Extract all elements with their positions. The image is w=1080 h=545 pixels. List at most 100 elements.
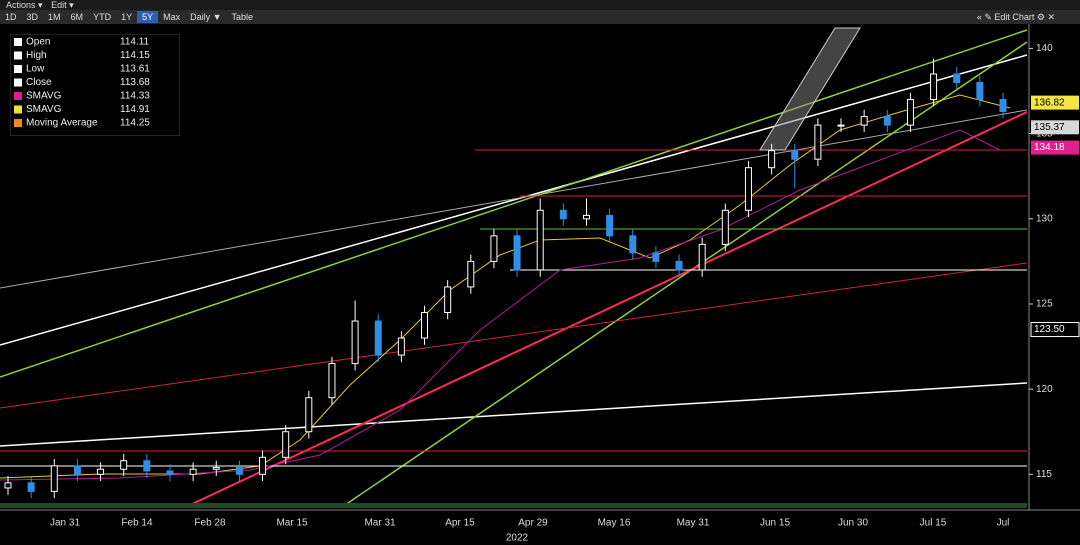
y-tick-label: 125	[1036, 299, 1053, 310]
candle-body	[305, 397, 313, 433]
x-tick-label: Feb 14	[121, 518, 153, 529]
trend-line	[0, 262, 1028, 409]
candle-body	[73, 465, 81, 475]
range-button[interactable]: YTD	[93, 12, 112, 22]
legend-swatch	[14, 78, 22, 87]
candle-body	[860, 116, 868, 126]
candle-body	[629, 235, 637, 254]
trend-line	[189, 111, 1028, 506]
edit-chart[interactable]: « ✎ Edit Chart ⚙ ✕	[976, 11, 1055, 22]
legend-name: Moving Average	[26, 118, 98, 129]
candle-body	[50, 465, 58, 492]
candle-body	[4, 482, 12, 489]
candle-body	[536, 209, 544, 271]
candle-body	[999, 99, 1007, 112]
range-button[interactable]: 1Y	[121, 12, 133, 22]
legend-value: 114.91	[120, 104, 150, 115]
price-tag-label: 134.18	[1034, 142, 1065, 153]
legend-swatch	[14, 65, 22, 73]
candle-body	[189, 468, 197, 475]
scroll-bar	[0, 503, 1027, 508]
legend-value: 114.11	[120, 37, 150, 48]
candle-body	[559, 209, 567, 220]
toolbar: 1D 3D 1M 6M YTD 1Y 5Y Max Daily ▼ Table « ✎ Edit…	[0, 10, 1080, 24]
range-button[interactable]: 1M	[48, 12, 61, 22]
candle-body	[467, 260, 475, 288]
price-tag-label: 135.37	[1034, 122, 1065, 133]
candle-body	[953, 73, 961, 84]
x-tick-label: May 16	[598, 518, 631, 529]
candle-body	[490, 235, 498, 262]
moving-average-line	[0, 129, 1001, 481]
price-tag	[1030, 322, 1080, 338]
x-tick-label: Apr 29	[518, 518, 548, 529]
candle-body	[930, 73, 938, 101]
range-button[interactable]: 1D	[5, 12, 17, 22]
x-tick-label: Jun 15	[760, 518, 790, 529]
trend-lines	[0, 27, 1028, 506]
menu-bar: Actions ▾ Edit ▾	[0, 0, 1080, 10]
candle-body	[351, 320, 359, 365]
legend-name: SMAVG	[26, 104, 62, 115]
trend-line	[0, 54, 1028, 346]
x-tick-label: May 31	[677, 518, 710, 529]
candle-body	[698, 243, 706, 271]
period-button[interactable]: Daily ▼	[190, 12, 222, 22]
price-tag	[1031, 95, 1079, 110]
legend-box	[10, 34, 180, 136]
candle-body	[744, 167, 752, 211]
legend-value: 114.25	[120, 118, 150, 129]
trend-line	[0, 109, 1028, 289]
legend: Open 114.11 High 114.15 Low 113.61 Close 113.68…	[10, 34, 180, 136]
menu[interactable]: Actions ▾	[6, 0, 43, 10]
trend-line	[0, 29, 1028, 378]
candle-body	[259, 456, 267, 475]
y-tick-label: 140	[1036, 43, 1053, 54]
channel	[759, 27, 861, 151]
trend-line	[344, 41, 1028, 506]
candle-body	[976, 82, 984, 101]
legend-name: Open	[26, 37, 50, 48]
candle-body	[883, 116, 891, 126]
candle-body	[397, 337, 405, 356]
candle-body	[906, 99, 914, 126]
candle-body	[768, 150, 776, 169]
x-tick-label: Jul	[997, 518, 1010, 529]
range-button[interactable]: 6M	[70, 12, 84, 22]
x-tick-label: Feb 28	[194, 518, 226, 529]
candle-body	[791, 150, 799, 160]
legend-swatch	[14, 51, 22, 60]
candle-body	[166, 470, 174, 475]
price-tag-label: 123.50	[1034, 324, 1065, 335]
x-tick-label: Jan 31	[50, 518, 80, 529]
candle-body	[421, 311, 429, 339]
legend-name: SMAVG	[26, 91, 62, 102]
range-button[interactable]: 3D	[26, 12, 39, 22]
table-button[interactable]: Table	[231, 12, 254, 22]
candle-body	[814, 124, 822, 160]
candle-body	[212, 467, 220, 470]
legend-swatch	[14, 92, 22, 100]
legend-name: Low	[26, 64, 45, 75]
legend-value: 113.61	[120, 64, 150, 75]
y-tick-label: 130	[1036, 213, 1053, 224]
menu[interactable]: Edit ▾	[51, 0, 74, 10]
price-tag	[1031, 120, 1079, 135]
range-button[interactable]: Max	[163, 12, 181, 22]
legend-value: 114.15	[120, 50, 150, 61]
range-button[interactable]: 5Y	[137, 11, 159, 23]
candle-body	[837, 124, 845, 127]
candle-body	[606, 214, 614, 237]
x-tick-label: Mar 15	[276, 518, 308, 529]
candle-body	[328, 363, 336, 399]
x-year-label: 2022	[506, 533, 529, 544]
y-tick-label: 120	[1036, 384, 1053, 395]
candle-body	[282, 431, 290, 458]
legend-swatch	[14, 119, 22, 127]
x-tick-label: Jul 15	[920, 518, 947, 529]
candle-body	[143, 460, 151, 472]
legend-value: 114.33	[120, 91, 150, 102]
candle-body	[444, 286, 452, 313]
candle-body	[721, 209, 729, 245]
